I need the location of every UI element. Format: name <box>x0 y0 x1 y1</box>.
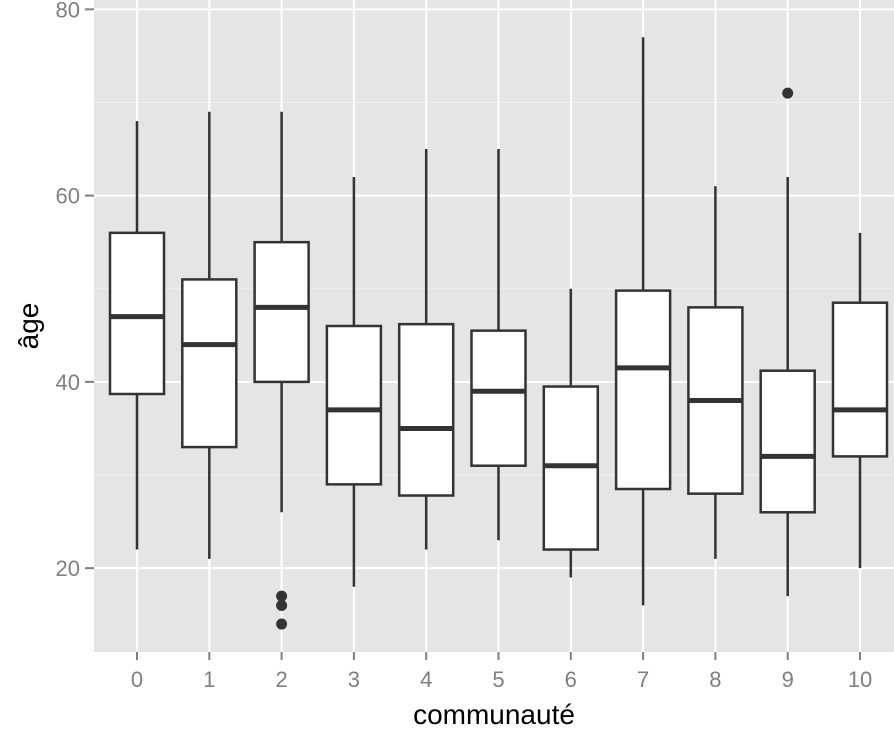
box-group-8 <box>687 186 744 559</box>
outlier-point <box>276 618 288 630</box>
x-axis: 0 1 2 3 4 5 6 7 8 9 10 <box>131 652 872 692</box>
box-iqr <box>831 301 889 458</box>
box-iqr <box>397 322 455 497</box>
boxes-layer <box>108 37 889 630</box>
x-tick-label: 5 <box>492 667 504 692</box>
y-tick-label: 20 <box>56 556 80 581</box>
box-group-9 <box>759 87 816 597</box>
box-group-10 <box>831 232 889 569</box>
x-tick-label: 0 <box>131 667 143 692</box>
box-group-3 <box>325 176 383 587</box>
y-tick-label: 40 <box>56 370 80 395</box>
x-axis-title: communauté <box>413 699 575 730</box>
outlier-point <box>276 590 288 602</box>
box-iqr <box>470 329 527 467</box>
x-tick-label: 7 <box>637 667 649 692</box>
box-iqr <box>108 231 166 396</box>
y-tick-label: 80 <box>56 0 80 22</box>
outlier-point <box>276 599 288 611</box>
x-tick-label: 4 <box>420 667 432 692</box>
box-group-5 <box>470 149 527 541</box>
x-tick-label: 6 <box>565 667 577 692</box>
box-group-2 <box>253 111 310 630</box>
y-tick-label: 60 <box>56 184 80 209</box>
box-iqr <box>325 324 383 486</box>
x-tick-label: 1 <box>203 667 215 692</box>
box-group-0 <box>108 121 166 550</box>
box-group-1 <box>181 111 238 559</box>
x-tick-label: 8 <box>709 667 721 692</box>
box-iqr <box>614 289 672 491</box>
box-group-7 <box>614 37 672 606</box>
y-axis: 20 40 60 80 <box>56 0 94 581</box>
x-tick-label: 9 <box>782 667 794 692</box>
box-group-4 <box>397 149 455 550</box>
y-axis-title: âge <box>13 303 44 350</box>
x-tick-label: 10 <box>848 667 872 692</box>
x-tick-label: 3 <box>348 667 360 692</box>
x-tick-label: 2 <box>275 667 287 692</box>
box-iqr <box>253 240 310 384</box>
box-iqr <box>181 278 238 449</box>
outlier-point <box>782 87 794 99</box>
box-iqr <box>759 369 816 514</box>
box-group-6 <box>542 288 600 578</box>
